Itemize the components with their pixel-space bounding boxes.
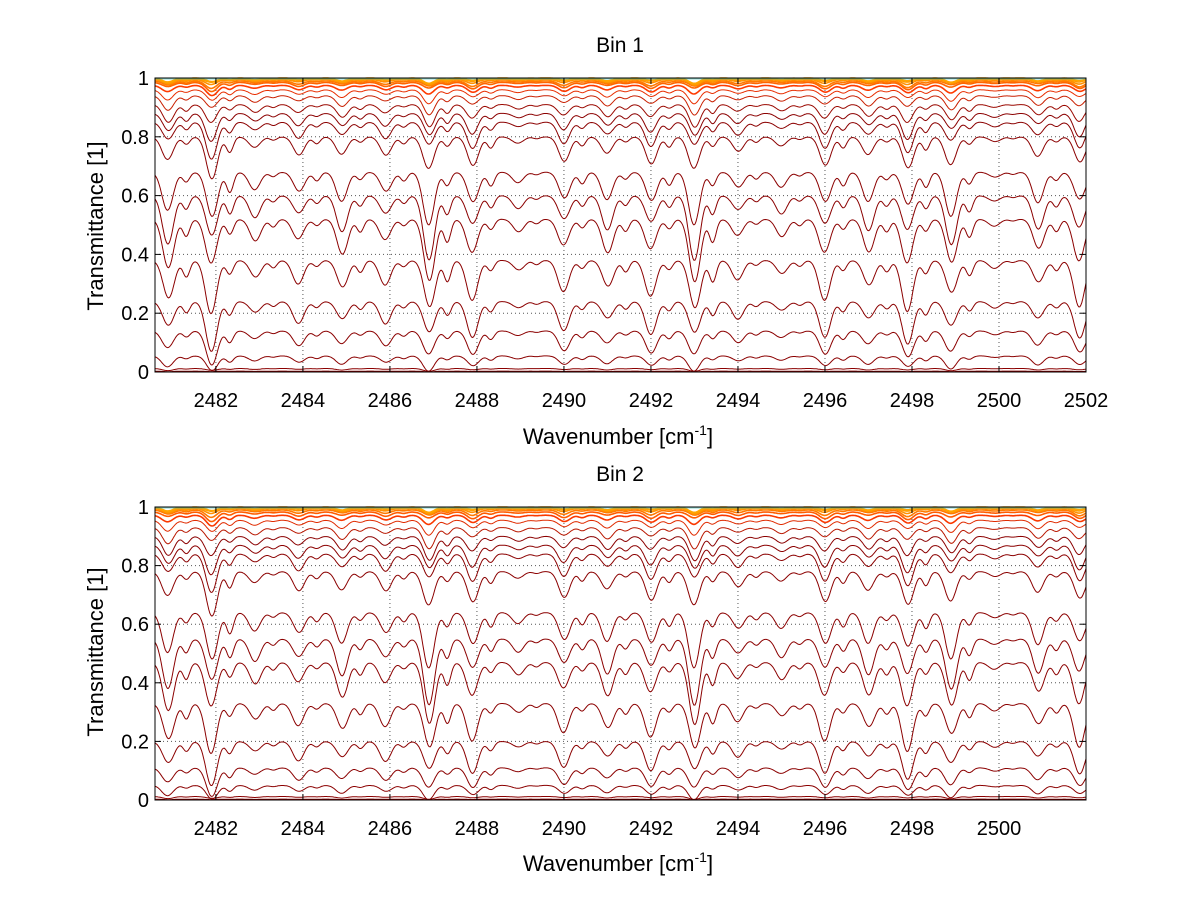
x-tick-label: 2502 [1064,390,1109,412]
y-tick-label: 0.4 [121,244,149,266]
y-tick-label: 1 [138,68,149,90]
x-tick-label: 2484 [281,390,326,412]
series-line [155,507,1086,515]
series-line [155,84,1086,97]
x-axis-label: Wavenumber [cm-1] [523,422,713,449]
series-line [155,95,1086,116]
x-tick-label: 2498 [890,390,935,412]
y-tick-label: 0.4 [121,673,149,695]
series-line [155,89,1086,105]
y-tick-label: 0 [138,362,149,384]
series-line [155,798,1086,800]
series-line [155,519,1086,536]
subplot-bin-1: Bin 1 2482 2484 2486 2488 2490 2492 2494 2496 24… [83,34,1108,449]
y-axis-label: Transmittance [1] [83,567,108,736]
x-tick-label: 2498 [890,818,935,840]
y-tick-label: 1 [138,497,149,519]
series-line [155,260,1086,315]
axes-box [154,77,1087,373]
series-line [155,112,1086,142]
series-line [155,136,1086,180]
series-line [155,80,1086,90]
x-tick-label: 2494 [716,390,761,412]
y-tick-label: 0.6 [121,614,149,636]
series-line [155,740,1086,786]
x-axis-label-end: ] [707,424,713,449]
x-tick-label: 2488 [455,818,500,840]
series-line [155,355,1086,372]
y-axis-label: Transmittance [1] [83,141,108,310]
x-tick-label: 2482 [194,390,239,412]
series-line [155,796,1086,800]
grid [155,507,1086,800]
x-tick-label: 2492 [629,818,674,840]
x-tick-label: 2490 [542,390,587,412]
x-tick-label: 2492 [629,390,674,412]
plot-series [155,506,1086,800]
series-line [155,638,1086,706]
series-line [155,553,1086,593]
series-line [155,571,1086,617]
x-tick-label: 2484 [281,818,326,840]
plot-series [155,77,1086,372]
y-tick-label: 0.6 [121,186,149,208]
series-line [155,81,1086,93]
series-line [155,703,1086,755]
chart-title: Bin 2 [596,463,644,486]
series-line [155,218,1086,283]
x-axis-label-sup: -1 [695,422,708,438]
y-tick-label: 0.8 [121,556,149,578]
axes-box [154,506,1087,801]
series-line [155,330,1086,366]
axis-ticks: 2482 2484 2486 2488 2490 2492 2494 2496 2498 2500… [121,68,1108,412]
series-line [155,171,1086,226]
x-tick-label: 2500 [977,818,1022,840]
x-tick-label: 2486 [368,818,413,840]
series-line [155,544,1086,576]
series-line [155,612,1086,669]
series-line [155,784,1086,800]
x-tick-label: 2496 [803,390,848,412]
axis-ticks: 2482 2484 2486 2488 2490 2492 2494 2496 2498 2500… [121,497,1086,840]
x-tick-label: 2486 [368,390,413,412]
y-tick-label: 0.8 [121,127,149,149]
series-line [155,767,1086,798]
x-tick-label: 2488 [455,390,500,412]
x-axis-label: Wavenumber [cm-1] [523,849,713,876]
x-tick-label: 2494 [716,818,761,840]
series-line [155,514,1086,527]
x-axis-label-text: Wavenumber [cm [523,851,695,876]
subplot-bin-2: Bin 2 2482 2484 2486 2488 2490 2492 2494 2496 24… [83,463,1087,876]
series-line [155,301,1086,352]
series-line [155,370,1086,372]
x-tick-label: 2482 [194,818,239,840]
chart-title: Bin 1 [596,34,644,57]
series-line [155,535,1086,562]
x-tick-label: 2500 [977,390,1022,412]
series-line [155,121,1086,160]
grid [155,78,1086,372]
x-tick-label: 2490 [542,818,587,840]
x-axis-label-sup: -1 [695,849,708,865]
series-line [155,368,1086,372]
series-line [155,195,1086,261]
x-axis-label-end: ] [707,851,713,876]
series-line [155,511,1086,523]
y-tick-label: 0.2 [121,303,149,325]
x-tick-label: 2496 [803,818,848,840]
series-line [155,104,1086,128]
series-line [155,78,1086,86]
series-line [155,527,1086,550]
series-line [155,509,1086,519]
x-axis-label-text: Wavenumber [cm [523,424,695,449]
y-tick-label: 0 [138,790,149,812]
y-tick-label: 0.2 [121,731,149,753]
series-line [155,662,1086,726]
